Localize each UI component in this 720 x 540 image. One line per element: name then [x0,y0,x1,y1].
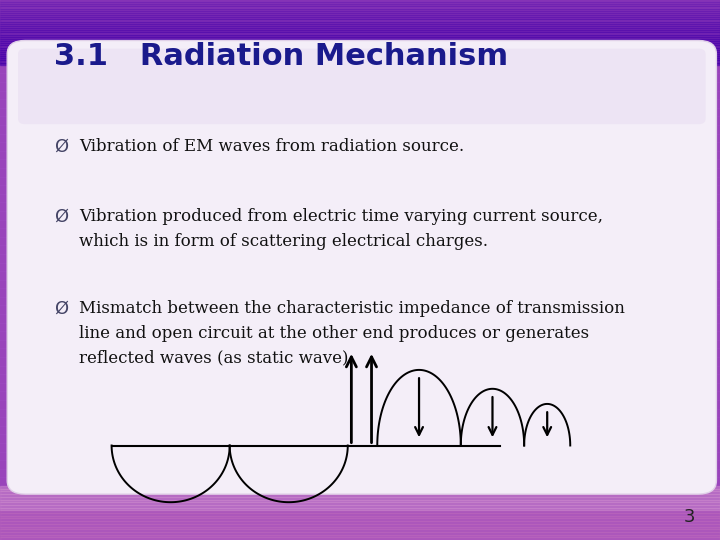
Bar [0,500,720,502]
Bar [0,15,720,17]
Text: 3: 3 [683,509,695,526]
Bar [0,4,720,6]
Bar [0,58,720,60]
Bar [0,526,720,529]
Bar [0,39,720,41]
Bar [0,24,720,26]
Bar [0,2,720,4]
Bar [0,35,720,37]
Bar [0,56,720,58]
Bar [0,45,720,48]
Bar [0,22,720,24]
Bar [0,489,720,491]
Bar [0,532,720,535]
Bar [0,26,720,28]
Bar [0,535,720,537]
Bar [0,0,720,2]
Bar [0,508,720,510]
Bar [0,43,720,45]
Bar [0,513,720,516]
Text: Mismatch between the characteristic impedance of transmission
line and open circ: Mismatch between the characteristic impe… [79,300,625,366]
Bar [0,6,720,9]
Bar [0,54,720,56]
FancyBboxPatch shape [18,49,706,124]
Bar [0,518,720,521]
FancyBboxPatch shape [7,40,716,494]
Bar [0,486,720,489]
Text: Ø: Ø [54,300,68,318]
Bar [0,52,720,54]
Bar [0,32,720,35]
Bar [0,41,720,43]
Bar [0,19,720,22]
Bar [0,30,720,32]
Bar [0,494,720,497]
Bar [0,37,720,39]
Bar [0,510,720,513]
Bar [0,50,720,52]
Bar [0,521,720,524]
Bar [0,491,720,494]
Text: Ø: Ø [54,138,68,156]
Bar [0,505,720,508]
Text: Vibration of EM waves from radiation source.: Vibration of EM waves from radiation sou… [79,138,464,154]
Bar [0,11,720,13]
Bar [0,13,720,15]
Bar [0,516,720,518]
Bar [0,17,720,19]
Bar [0,537,720,540]
Bar [0,9,720,11]
Bar [0,524,720,526]
Text: Vibration produced from electric time varying current source,
which is in form o: Vibration produced from electric time va… [79,208,603,249]
Text: 3.1   Radiation Mechanism: 3.1 Radiation Mechanism [54,42,508,71]
Bar [0,63,720,65]
Bar [0,48,720,50]
Text: Ø: Ø [54,208,68,226]
Bar [0,502,720,505]
Bar [0,60,720,63]
Bar [0,529,720,532]
Bar [0,497,720,500]
Bar [0,28,720,30]
